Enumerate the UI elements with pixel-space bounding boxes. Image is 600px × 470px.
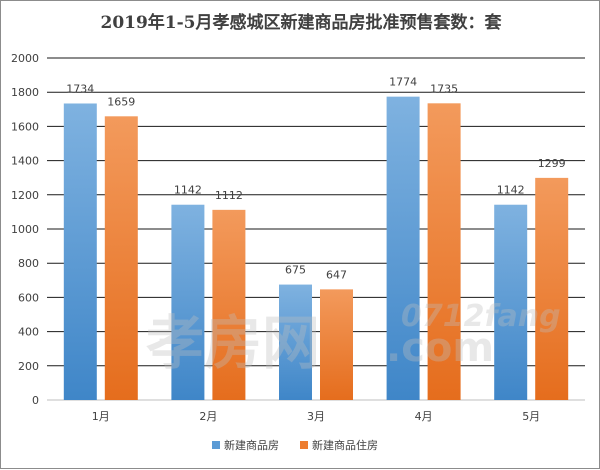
legend: 新建商品房 新建商品住房 [212, 438, 378, 452]
y-tick-label: 1600 [11, 120, 39, 133]
data-label: 1734 [66, 82, 94, 95]
data-label: 1735 [430, 82, 458, 95]
data-label: 1659 [107, 95, 135, 108]
bar-residential [320, 289, 353, 400]
chart-title: 2019年1-5月孝感城区新建商品房批准预售套数：套 [100, 12, 502, 33]
x-category-label: 3月 [307, 410, 325, 423]
bars [63, 96, 569, 401]
y-tick-label: 800 [18, 257, 39, 270]
y-tick-label: 400 [18, 326, 39, 339]
bar-commercial [63, 103, 97, 401]
y-tick-label: 1800 [11, 86, 39, 99]
data-label: 1112 [215, 189, 243, 202]
bar-residential [212, 209, 246, 400]
data-label: 1299 [538, 157, 566, 170]
bar-residential [535, 177, 569, 400]
watermark-en: 0712fang [401, 299, 561, 334]
data-label: 1142 [497, 184, 525, 197]
y-axis-ticks: 0 200 400 600 800 1000 1200 1400 1600 1800 2000 [11, 52, 39, 407]
y-tick-label: 600 [18, 291, 39, 304]
data-label: 647 [326, 268, 347, 281]
data-label: 1774 [389, 76, 417, 89]
legend-swatch [212, 441, 220, 449]
y-tick-label: 1400 [11, 155, 39, 168]
y-tick-label: 200 [18, 360, 39, 373]
bar-residential [427, 103, 461, 400]
y-tick-label: 1000 [11, 223, 39, 236]
bar-commercial [494, 204, 528, 400]
watermark-cn: 孝房网 [146, 309, 320, 377]
y-tick-label: 2000 [11, 52, 39, 65]
bar-commercial [171, 204, 205, 400]
bar-commercial [386, 96, 420, 401]
bar-commercial [279, 284, 312, 400]
data-labels: 1734 1659 1142 1112 675 647 1774 1735 1142 1299 [66, 76, 565, 282]
watermark: 孝房网 0712fang .com [146, 299, 561, 377]
x-axis-categories: 1月 2月 3月 4月 5月 [92, 410, 540, 423]
x-category-label: 5月 [522, 410, 540, 423]
y-tick-label: 0 [32, 394, 39, 407]
legend-label: 新建商品房 [224, 438, 279, 452]
x-category-label: 4月 [415, 410, 433, 423]
y-tick-label: 1200 [11, 189, 39, 202]
data-label: 675 [285, 264, 306, 277]
data-label: 1142 [174, 184, 202, 197]
x-category-label: 1月 [92, 410, 110, 423]
legend-swatch [300, 441, 308, 449]
x-category-label: 2月 [199, 410, 217, 423]
legend-label: 新建商品住房 [312, 438, 378, 452]
watermark-com: .com [386, 325, 494, 371]
bar-residential [104, 116, 138, 400]
